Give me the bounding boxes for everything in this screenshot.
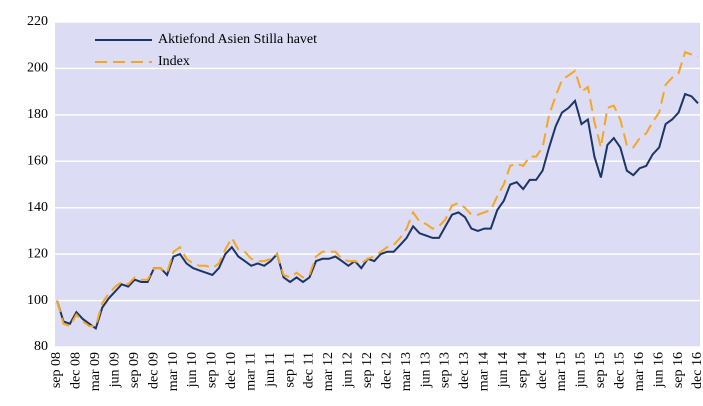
y-tick-label: 140 — [27, 200, 48, 215]
x-tick-label: sep 10 — [205, 352, 220, 388]
y-tick-label: 120 — [27, 246, 48, 261]
y-tick-label: 180 — [27, 107, 48, 122]
legend-label: Aktiefond Asien Stilla havet — [158, 32, 317, 47]
x-tick-label: dec 16 — [690, 352, 703, 389]
x-tick-label: mar 12 — [321, 352, 336, 391]
x-tick-label: dec 10 — [224, 352, 239, 389]
x-tick-label: jun 14 — [496, 352, 511, 388]
x-tick-label: mar 16 — [632, 352, 647, 391]
x-tick-label: dec 09 — [146, 352, 161, 389]
x-tick-label: dec 08 — [69, 352, 84, 389]
x-tick-label: sep 14 — [515, 352, 530, 388]
x-tick-label: sep 11 — [282, 352, 297, 388]
series-line — [56, 50, 699, 328]
x-tick-label: sep 08 — [49, 352, 64, 388]
x-tick-label: dec 11 — [302, 352, 317, 388]
y-tick-label: 100 — [27, 293, 48, 308]
x-tick-label: jun 11 — [263, 352, 278, 388]
x-tick-label: mar 11 — [243, 352, 258, 391]
y-tick-label: 80 — [34, 339, 48, 354]
x-tick-label: jun 13 — [418, 352, 433, 388]
x-tick-label: jun 15 — [574, 352, 589, 388]
x-tick-label: jun 09 — [107, 352, 122, 388]
x-tick-label: sep 16 — [671, 352, 686, 388]
x-tick-label: mar 15 — [554, 352, 569, 391]
x-tick-label: sep 15 — [593, 352, 608, 388]
x-tick-label: mar 09 — [88, 352, 103, 391]
x-tick-label: sep 09 — [127, 352, 142, 388]
x-tick-label: jun 10 — [185, 352, 200, 388]
x-tick-label: jun 16 — [651, 352, 666, 388]
x-tick-label: mar 10 — [166, 352, 181, 391]
series-line — [56, 92, 699, 331]
x-tick-label: jun 12 — [341, 352, 356, 388]
y-tick-label: 160 — [27, 154, 48, 169]
plot-area — [55, 22, 700, 347]
x-tick-label: mar 14 — [477, 352, 492, 391]
x-tick-label: dec 12 — [379, 352, 394, 389]
x-tick-label: sep 13 — [438, 352, 453, 388]
legend-label: Index — [158, 54, 190, 69]
x-tick-label: dec 15 — [613, 352, 628, 389]
x-tick-label: mar 13 — [399, 352, 414, 391]
x-tick-label: sep 12 — [360, 352, 375, 388]
x-tick-label: dec 13 — [457, 352, 472, 389]
y-tick-label: 220 — [27, 14, 48, 29]
y-tick-label: 200 — [27, 61, 48, 76]
x-tick-label: dec 14 — [535, 352, 550, 389]
